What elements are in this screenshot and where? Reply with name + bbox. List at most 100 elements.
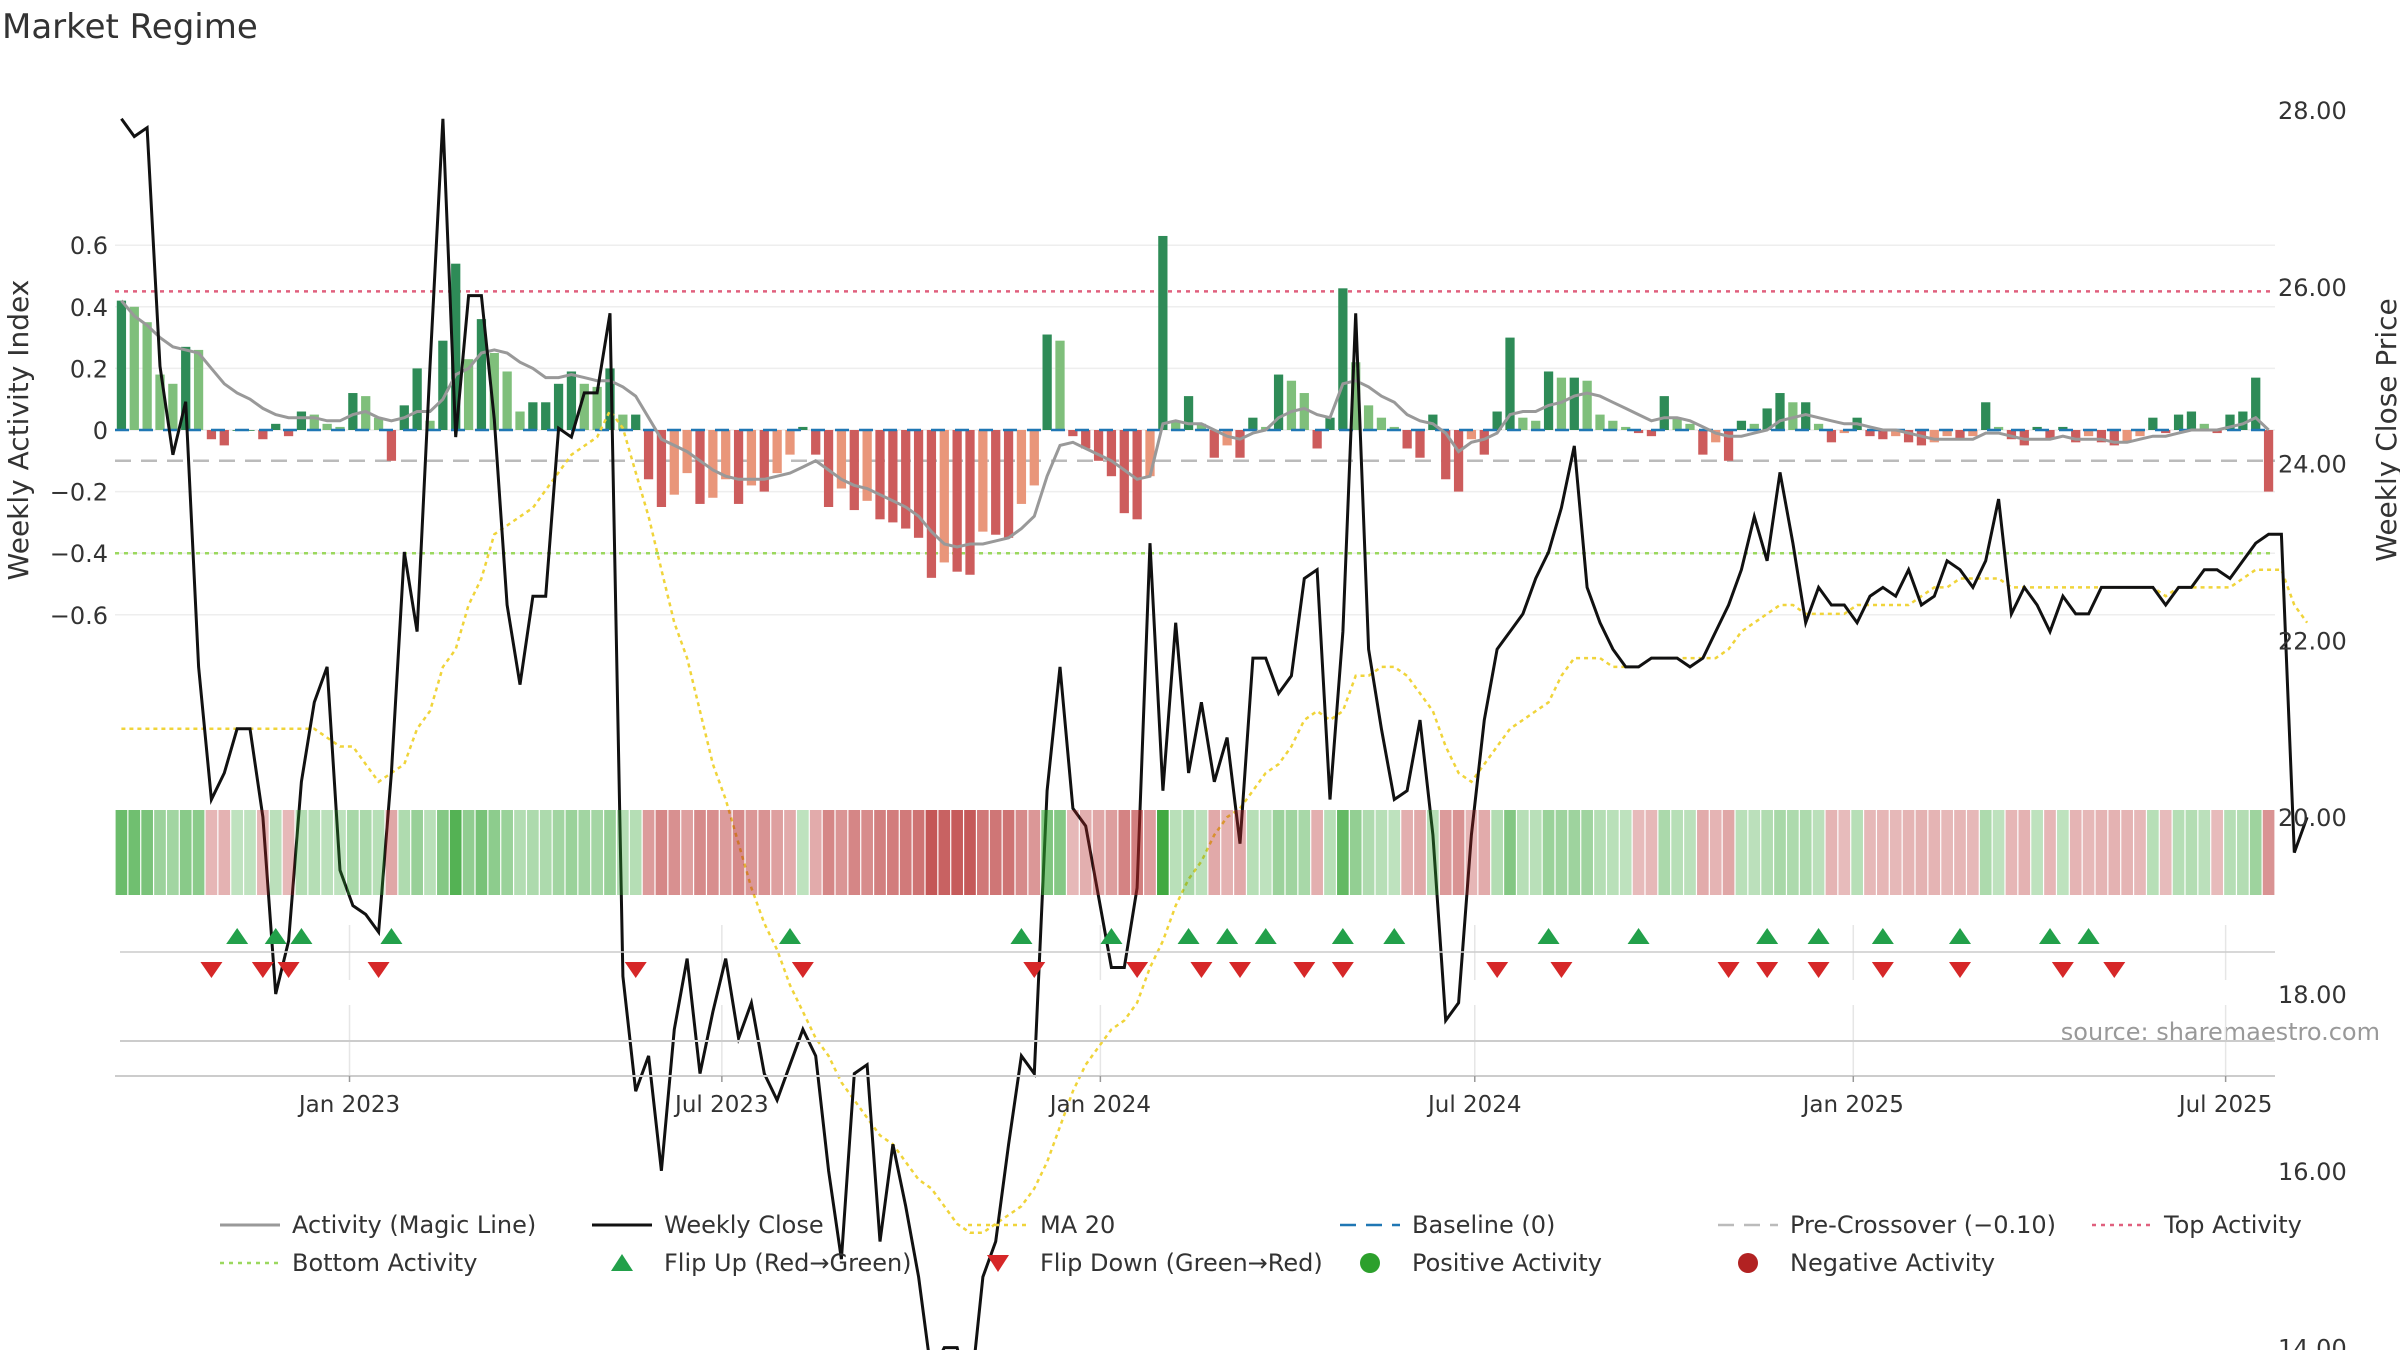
regime-cell: [1427, 810, 1439, 895]
activity-bar: [373, 417, 384, 430]
flip-up-marker: [1216, 928, 1239, 944]
activity-bar: [746, 430, 757, 486]
legend-label: Top Activity: [2163, 1211, 2302, 1239]
x-tick-label: Jan 2024: [1048, 1092, 1151, 1118]
activity-bar: [1621, 426, 1631, 430]
activity-bar: [2083, 430, 2094, 437]
flip-up-marker: [1254, 928, 1277, 944]
activity-bar: [1711, 430, 1721, 443]
regime-cell: [1349, 810, 1362, 895]
legend-label: Pre-Crossover (−0.10): [1790, 1211, 2056, 1239]
regime-cell: [308, 810, 321, 895]
regime-cell: [1041, 810, 1053, 895]
activity-bar: [348, 393, 358, 430]
activity-bar: [2045, 430, 2055, 440]
activity-bar: [283, 430, 294, 437]
flip-down-marker: [1871, 962, 1894, 978]
activity-bar: [862, 430, 872, 501]
regime-cell: [539, 810, 552, 895]
activity-bar: [1196, 423, 1207, 430]
activity-bar: [2122, 430, 2132, 443]
activity-bar: [1453, 430, 1464, 492]
regime-cell: [514, 810, 526, 895]
activity-bar: [618, 414, 628, 430]
activity-bar: [1505, 337, 1515, 430]
regime-cell: [1195, 810, 1208, 895]
regime-cell: [1787, 810, 1799, 895]
activity-bar: [1235, 430, 1245, 458]
activity-bar: [566, 371, 577, 430]
activity-bar: [463, 359, 474, 430]
regime-cell: [1697, 810, 1709, 895]
activity-bar: [1736, 420, 1747, 430]
legend-item: Activity (Magic Line): [220, 1211, 536, 1239]
regime-cell: [1259, 810, 1272, 895]
activity-bar: [1248, 417, 1258, 430]
legend-label: MA 20: [1040, 1211, 1115, 1239]
regime-cell: [2121, 810, 2133, 895]
regime-cell: [681, 810, 693, 895]
regime-cell: [1645, 810, 1658, 895]
y2-tick-label: 24.00: [2278, 451, 2347, 479]
activity-bar: [2186, 411, 2197, 430]
activity-bar: [1569, 377, 1579, 430]
regime-cell: [2198, 810, 2211, 895]
regime-cell: [488, 810, 501, 895]
activity-bar: [1081, 430, 1091, 449]
activity-bar: [2199, 423, 2209, 430]
activity-bar: [489, 353, 499, 430]
activity-bar: [1685, 423, 1695, 430]
regime-cell: [655, 810, 668, 895]
flip-down-marker: [1949, 962, 1971, 978]
regime-cell: [1992, 810, 2005, 895]
regime-cell: [2211, 810, 2223, 895]
regime-cell: [2134, 810, 2146, 895]
activity-bar: [1543, 371, 1554, 430]
activity-bar: [991, 430, 1001, 535]
legend-swatch: [611, 1254, 633, 1271]
activity-bar: [476, 319, 487, 430]
activity-bar: [888, 430, 898, 523]
flip-down-marker: [1550, 962, 1573, 978]
activity-bar: [1929, 430, 1939, 443]
activity-bars: [115, 235, 2275, 578]
regime-cell: [951, 810, 963, 895]
activity-bar: [1788, 402, 1798, 430]
flip-down-marker: [1126, 962, 1149, 978]
activity-bar: [2212, 430, 2222, 434]
activity-bar: [1042, 334, 1052, 430]
regime-cell: [797, 810, 809, 895]
flip-up-marker: [779, 928, 801, 944]
legend-label: Positive Activity: [1412, 1249, 1602, 1277]
regime-cell: [1208, 810, 1221, 895]
regime-cell: [1529, 810, 1542, 895]
activity-bar: [579, 383, 589, 430]
activity-bar: [1942, 430, 1952, 437]
legend-label: Flip Up (Red→Green): [664, 1249, 912, 1277]
y2-tick-label: 26.00: [2278, 274, 2347, 302]
flip-down-marker: [1717, 962, 1740, 978]
legend-item: Pre-Crossover (−0.10): [1718, 1211, 2056, 1239]
activity-bar: [2032, 426, 2042, 430]
regime-cell: [1465, 810, 1478, 895]
activity-bar: [1762, 408, 1772, 430]
x-tick-label: Jan 2025: [1801, 1092, 1904, 1118]
activity-bar: [1183, 396, 1194, 430]
activity-bar: [1093, 430, 1104, 461]
regime-cell: [617, 810, 629, 895]
legend-swatch: [1738, 1253, 1758, 1273]
regime-cell: [2082, 810, 2095, 895]
regime-cell: [1979, 810, 1992, 895]
activity-bar: [2135, 430, 2145, 437]
regime-cell: [1169, 810, 1182, 895]
activity-bar: [721, 430, 731, 480]
activity-bar: [1981, 402, 1991, 430]
activity-bar: [1016, 430, 1027, 504]
y-tick-label: −0.4: [50, 540, 108, 568]
activity-bar: [296, 411, 307, 430]
regime-cell: [1671, 810, 1683, 895]
regime-cell: [527, 810, 539, 895]
flip-down-marker: [624, 962, 647, 978]
legend-label: Activity (Magic Line): [292, 1211, 536, 1239]
